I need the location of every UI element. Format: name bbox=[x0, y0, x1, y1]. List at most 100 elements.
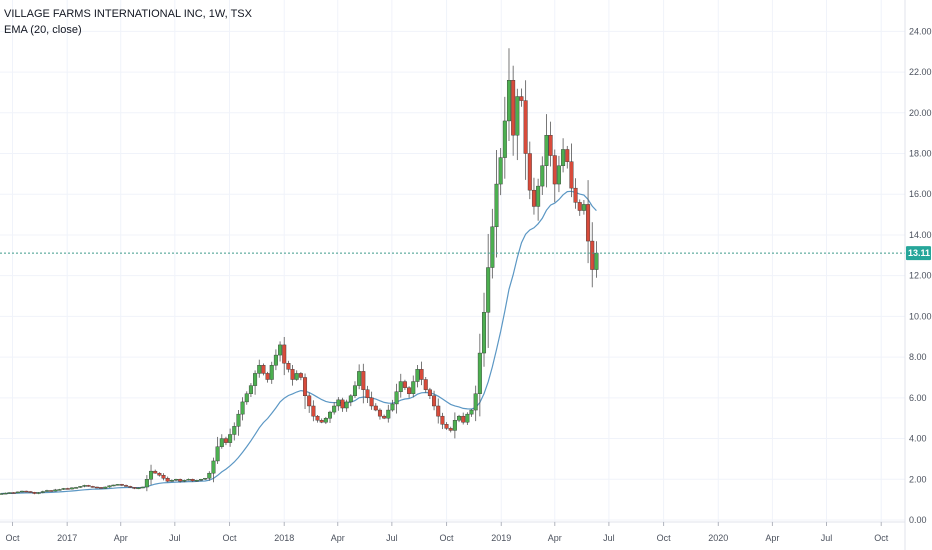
time-axis[interactable]: Oct 2017 Apr Jul Oct 2018 Apr Jul Oct 2019 Apr Jul O… bbox=[5, 522, 889, 543]
candle-up bbox=[115, 484, 120, 486]
candle-up bbox=[236, 413, 241, 427]
candle-up bbox=[452, 420, 457, 431]
candle-up bbox=[477, 352, 482, 394]
candle-up bbox=[253, 373, 258, 386]
candle-down bbox=[377, 409, 382, 417]
candle-up bbox=[390, 403, 395, 411]
candle-up bbox=[515, 96, 520, 136]
candle-down bbox=[32, 492, 37, 494]
time-tick-label: 2017 bbox=[57, 533, 77, 543]
candle-down bbox=[261, 365, 266, 374]
time-tick-label: Oct bbox=[657, 533, 672, 543]
candle-up bbox=[240, 401, 245, 415]
time-tick-label: Oct bbox=[223, 533, 238, 543]
candle-up bbox=[149, 470, 154, 480]
candle-down bbox=[565, 149, 570, 162]
candle-down bbox=[128, 486, 133, 488]
candle-up bbox=[294, 373, 299, 380]
candle-down bbox=[119, 484, 124, 486]
candle-up bbox=[203, 478, 208, 480]
candle-up bbox=[502, 120, 507, 158]
candle-up bbox=[7, 492, 12, 494]
indicator-label[interactable]: EMA (20, close) bbox=[4, 24, 82, 36]
candle-down bbox=[223, 438, 228, 443]
candle-down bbox=[361, 371, 366, 390]
price-tick-label: 6.00 bbox=[909, 393, 927, 403]
candle-up bbox=[215, 446, 220, 462]
candle-up bbox=[44, 490, 49, 492]
candle-up bbox=[140, 486, 145, 489]
candle-up bbox=[211, 460, 216, 474]
price-tick-label: 2.00 bbox=[909, 474, 927, 484]
candle-up bbox=[36, 492, 41, 494]
candle-up bbox=[103, 486, 108, 489]
candle-down bbox=[552, 155, 557, 185]
candle-up bbox=[506, 80, 511, 122]
candle-up bbox=[594, 252, 599, 270]
last-price-badge-bg bbox=[906, 246, 931, 261]
last-price-badge: 13.11 bbox=[906, 246, 931, 261]
candle-up bbox=[273, 354, 278, 366]
candle-up bbox=[0, 493, 4, 495]
candle-up bbox=[394, 391, 399, 405]
candle-down bbox=[419, 369, 424, 380]
time-tick-label: Jul bbox=[386, 533, 398, 543]
candle-down bbox=[523, 100, 528, 154]
ema-line bbox=[1, 190, 597, 495]
candle-up bbox=[398, 381, 403, 392]
candle-down bbox=[461, 415, 466, 423]
symbol-title[interactable]: VILLAGE FARMS INTERNATIONAL INC, 1W, TSX bbox=[4, 8, 252, 20]
time-tick-label: Apr bbox=[548, 533, 562, 543]
candle-down bbox=[165, 478, 170, 482]
candle-up bbox=[182, 480, 187, 482]
price-tick-label: 22.00 bbox=[909, 67, 932, 77]
candle-up bbox=[556, 165, 561, 185]
candle-down bbox=[178, 479, 183, 482]
candle-down bbox=[382, 415, 387, 419]
candle-down bbox=[319, 420, 324, 423]
candle-up bbox=[107, 485, 112, 488]
candle-up bbox=[465, 413, 470, 423]
price-tick-label: 0.00 bbox=[909, 515, 927, 525]
time-tick-label: Oct bbox=[874, 533, 889, 543]
price-tick-label: 18.00 bbox=[909, 149, 932, 159]
time-tick-label: Jul bbox=[169, 533, 181, 543]
candle-up bbox=[494, 183, 499, 228]
candle-down bbox=[531, 189, 536, 207]
candle-up bbox=[498, 157, 503, 185]
price-tick-label: 24.00 bbox=[909, 26, 932, 36]
candles-layer bbox=[0, 48, 599, 495]
candle-up bbox=[415, 369, 420, 382]
candle-down bbox=[86, 485, 91, 487]
candle-down bbox=[590, 240, 595, 270]
candle-down bbox=[28, 491, 33, 493]
candle-up bbox=[136, 487, 141, 490]
candle-down bbox=[519, 96, 524, 101]
candle-up bbox=[219, 438, 224, 447]
time-tick-label: Jul bbox=[821, 533, 833, 543]
candle-down bbox=[340, 399, 345, 409]
candle-down bbox=[286, 363, 291, 370]
ema-layer bbox=[1, 190, 597, 495]
candle-down bbox=[573, 187, 578, 203]
candle-up bbox=[186, 479, 191, 481]
candle-down bbox=[99, 487, 104, 489]
candle-up bbox=[57, 489, 62, 491]
time-tick-label: Apr bbox=[114, 533, 128, 543]
candle-up bbox=[332, 405, 337, 413]
time-tick-label: 2019 bbox=[491, 533, 511, 543]
candle-up bbox=[144, 479, 149, 488]
price-axis[interactable]: 0.00 2.00 4.00 6.00 8.00 10.00 12.00 14.00 16.00… bbox=[909, 26, 932, 525]
candle-up bbox=[457, 415, 462, 421]
candle-up bbox=[269, 365, 274, 380]
candle-up bbox=[174, 479, 179, 481]
candle-up bbox=[40, 491, 45, 493]
candle-down bbox=[11, 492, 16, 494]
candle-down bbox=[49, 490, 54, 492]
chart-legend: VILLAGE FARMS INTERNATIONAL INC, 1W, TSX… bbox=[4, 6, 252, 38]
candle-up bbox=[540, 165, 545, 187]
candle-down bbox=[132, 487, 137, 489]
candle-up bbox=[228, 434, 233, 443]
